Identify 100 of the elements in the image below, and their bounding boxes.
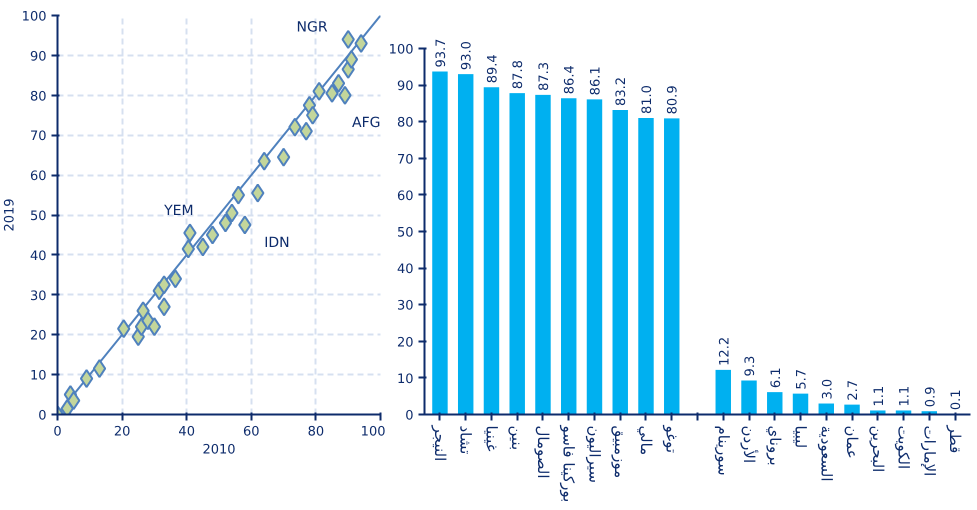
x-tick-label: قطر (946, 424, 964, 454)
x-axis-title: 2010 (202, 442, 236, 458)
x-tick-label: سورينام (714, 426, 732, 476)
y-tick-label: 30 (30, 288, 47, 304)
x-tick-label: النيجر (430, 424, 449, 462)
x-tick-label: 100 (360, 424, 386, 440)
x-tick-label: الأردن (740, 426, 760, 464)
data-label: 86.4 (562, 65, 578, 94)
data-label: 1.1 (872, 386, 887, 406)
x-tick-label: عمان (843, 426, 862, 459)
y-tick-label: 50 (30, 209, 47, 224)
y-tick-label: 90 (396, 79, 414, 94)
annotation: NGR (296, 19, 328, 36)
bar (484, 87, 500, 414)
x-tick-label: 0 (53, 424, 62, 440)
data-label: 89.4 (485, 54, 500, 84)
point (232, 186, 246, 205)
y-tick-label: 100 (22, 10, 47, 24)
data-label: 6.1 (768, 367, 784, 388)
x-tick-label: السعودية (817, 426, 836, 482)
bar (664, 118, 680, 414)
y-tick-label: 100 (388, 42, 414, 58)
point (148, 317, 162, 336)
x-tick-label: غينيا (482, 426, 500, 452)
y-tick-label: 80 (30, 89, 47, 104)
bar (716, 370, 731, 414)
y-tick-label: 60 (30, 169, 47, 184)
y-tick-label: 50 (396, 225, 414, 240)
y-tick-label: 20 (396, 335, 414, 350)
x-tick-label: 80 (308, 424, 324, 440)
point (206, 225, 220, 244)
data-label: 87.3 (536, 62, 552, 91)
x-tick-label: بروناي (766, 426, 784, 466)
bar (741, 380, 757, 414)
point (338, 86, 352, 105)
bar (432, 72, 448, 414)
point (157, 297, 171, 316)
y-tick-label: 30 (396, 298, 414, 314)
bar (767, 392, 782, 414)
data-label: 93.7 (434, 38, 449, 68)
x-tick-label: 60 (243, 424, 260, 440)
point (288, 118, 302, 137)
point (66, 391, 80, 410)
point (225, 204, 239, 223)
point (218, 213, 232, 232)
y-tick-label: 10 (30, 368, 47, 384)
data-label: 83.2 (614, 76, 630, 106)
x-tick-label: تشاد (456, 426, 475, 454)
y-axis-title: 2019 (2, 198, 18, 232)
y-tick-label: 80 (396, 116, 414, 131)
x-tick-label: 20 (114, 424, 130, 440)
y-tick-label: 40 (396, 262, 414, 278)
bar (509, 93, 525, 414)
point (238, 215, 252, 234)
y-tick-label: 0 (405, 408, 414, 424)
point (157, 275, 171, 294)
point (196, 237, 210, 256)
data-label: 0.9 (923, 386, 938, 408)
y-tick-label: 70 (30, 129, 47, 144)
y-tick-label: 70 (396, 152, 414, 168)
data-label: 80.9 (666, 85, 681, 114)
y-tick-label: 0 (38, 408, 47, 424)
point (354, 34, 368, 53)
bar (612, 110, 628, 414)
point (344, 50, 358, 69)
point (325, 84, 339, 103)
annotation: AFG (352, 115, 381, 132)
y-tick-label: 40 (30, 248, 47, 264)
y-tick-label: 10 (396, 372, 414, 387)
bar (561, 98, 576, 414)
data-label: 12.2 (717, 336, 732, 366)
data-label: 86.1 (588, 66, 604, 96)
data-label: 0.1 (949, 389, 964, 410)
data-label: 81.0 (640, 85, 655, 114)
data-label: 1.1 (898, 386, 913, 406)
x-tick-label: الكويت (894, 426, 913, 470)
bar (638, 118, 654, 414)
y-tick-label: 20 (30, 328, 47, 344)
annotation: YEM (163, 203, 194, 220)
data-label: 3.0 (820, 378, 836, 400)
bar (792, 394, 808, 414)
point (92, 359, 106, 378)
x-tick-label: موزمبيق (611, 426, 630, 478)
y-tick-label: 90 (30, 49, 47, 64)
bar (586, 99, 602, 414)
data-label: 9.3 (743, 356, 758, 376)
data-label: 2.7 (846, 380, 862, 401)
x-tick-label: مالي (636, 426, 655, 456)
bar (535, 94, 551, 414)
x-tick-label: سيراليون (585, 426, 604, 483)
point (183, 223, 197, 242)
x-tick-label: 40 (178, 424, 195, 440)
data-label: 93.0 (460, 41, 475, 70)
x-tick-label: ليبيا (792, 426, 810, 448)
bar (458, 74, 474, 414)
annotation: IDN (264, 234, 290, 251)
point (168, 269, 182, 288)
x-tick-label: البحرين (868, 426, 887, 472)
x-tick-label: الإمارات (920, 426, 938, 476)
y-tick-label: 60 (396, 188, 414, 204)
